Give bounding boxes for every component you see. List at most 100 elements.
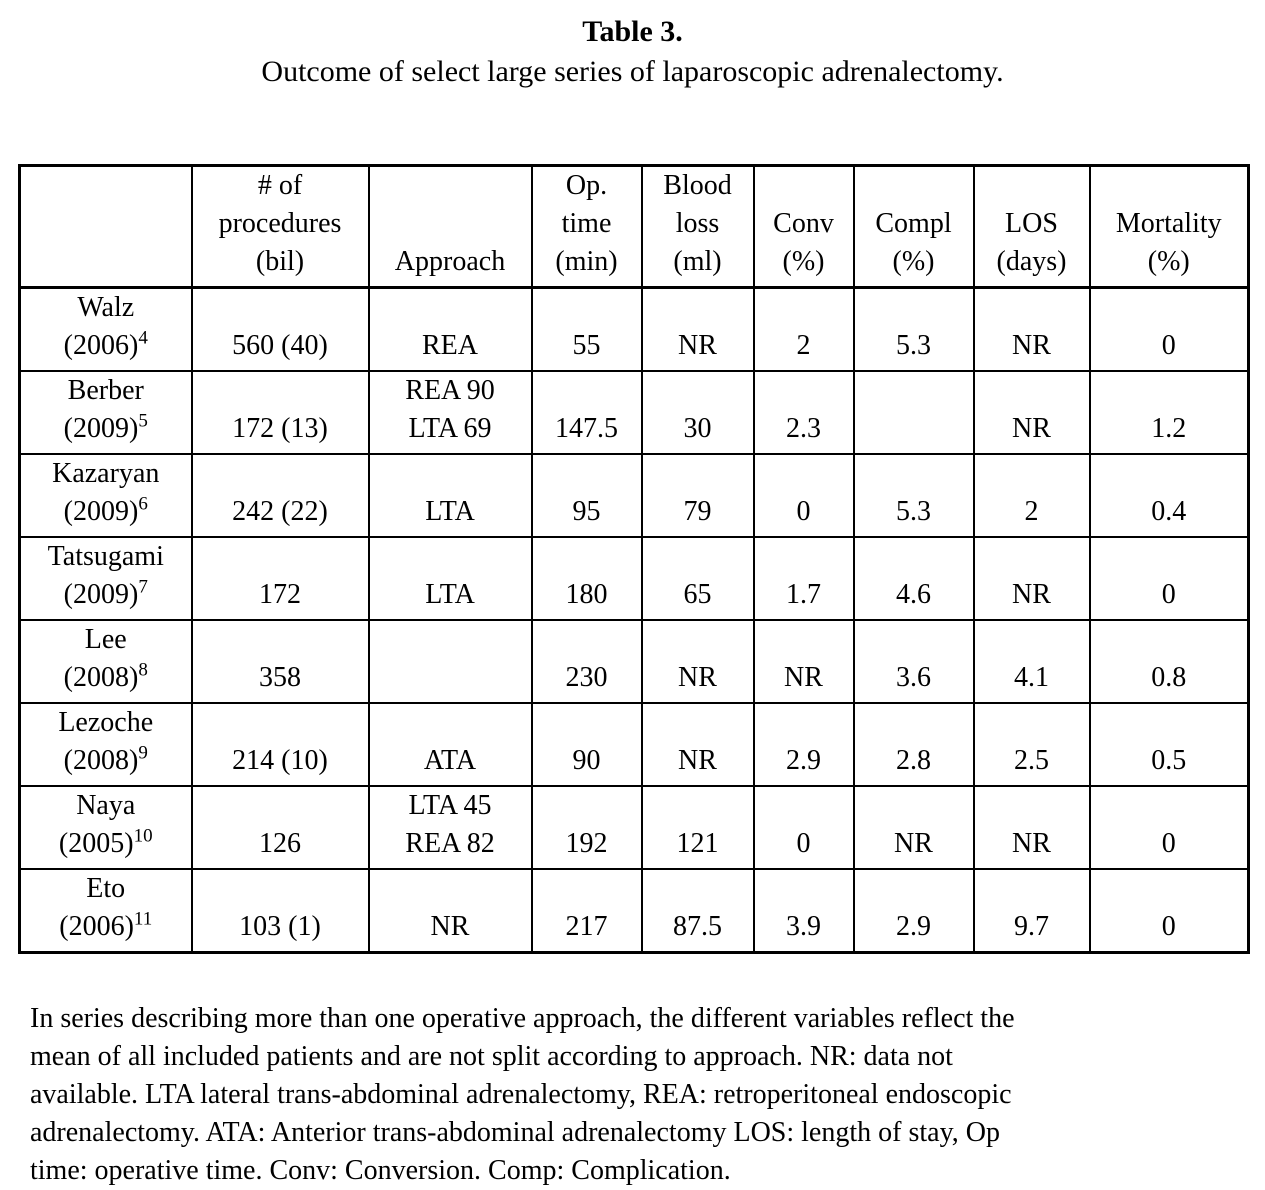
op-time-cell: 55	[530, 286, 643, 372]
compl-cell	[852, 370, 975, 455]
op-time-cell: 147.5	[530, 370, 643, 455]
study-name: Walz	[77, 292, 135, 323]
column-header-compl: Compl (%)	[852, 164, 975, 289]
blood-loss-cell: 121	[640, 785, 755, 870]
reference-superscript: 6	[138, 493, 148, 515]
mortality-cell: 0	[1088, 536, 1250, 621]
study-name: Eto	[86, 873, 126, 904]
los-cell: 2.5	[972, 702, 1091, 787]
study-cell: Berber (2009)5	[18, 370, 193, 455]
approach-line: ATA	[423, 745, 477, 776]
study-name: Tatsugami	[47, 541, 164, 572]
procedures-cell: 358	[190, 619, 370, 704]
conv-cell: 3.9	[752, 868, 855, 954]
table-row-lezoche: Lezoche (2008)9 214 (10) ATA 90 NR 2.9 2…	[18, 702, 1250, 787]
header-line: procedures	[218, 208, 342, 239]
conv-cell: 1.7	[752, 536, 855, 621]
table-row-naya: Naya (2005)10 126 LTA 45 REA 82 192 121 …	[18, 785, 1250, 870]
study-cell: Lee (2008)8	[18, 619, 193, 704]
reference-superscript: 11	[133, 908, 153, 930]
study-year: (2006)4	[23, 327, 189, 365]
approach-line: LTA 45	[408, 790, 492, 821]
column-header-procedures: # of procedures (bil)	[190, 164, 370, 289]
study-name: Berber	[67, 375, 144, 406]
mortality-cell: 0.4	[1088, 453, 1250, 538]
study-cell: Eto (2006)11	[18, 868, 193, 954]
blood-loss-cell: NR	[640, 619, 755, 704]
study-name: Lee	[84, 624, 127, 655]
approach-cell: LTA	[367, 453, 533, 538]
compl-cell: 3.6	[852, 619, 975, 704]
header-line: (bil)	[255, 246, 305, 277]
header-line: (min)	[555, 246, 618, 277]
study-cell: Lezoche (2008)9	[18, 702, 193, 787]
study-year: (2009)5	[23, 410, 189, 448]
study-name: Lezoche	[58, 707, 154, 738]
approach-cell	[367, 619, 533, 704]
blood-loss-cell: NR	[640, 286, 755, 372]
column-header-mortality: Mortality (%)	[1088, 164, 1250, 289]
los-cell: 4.1	[972, 619, 1091, 704]
mortality-cell: 0	[1088, 868, 1250, 954]
header-line: (days)	[996, 246, 1067, 277]
header-line: time	[561, 208, 612, 239]
study-year-text: (2006)	[59, 911, 134, 942]
procedures-cell: 103 (1)	[190, 868, 370, 954]
reference-superscript: 9	[138, 742, 148, 764]
mortality-cell: 0	[1088, 286, 1250, 372]
table-row-berber: Berber (2009)5 172 (13) REA 90 LTA 69 14…	[18, 370, 1250, 455]
approach-cell: NR	[367, 868, 533, 954]
reference-superscript: 5	[138, 410, 148, 432]
study-year: (2005)10	[23, 825, 189, 863]
study-year-text: (2008)	[63, 662, 139, 693]
footnote-line: available. LTA lateral trans-abdominal a…	[30, 1079, 1012, 1110]
header-line: Compl	[875, 208, 952, 239]
procedures-cell: 560 (40)	[190, 286, 370, 372]
footnote-line: In series describing more than one opera…	[30, 1003, 1015, 1034]
study-year-text: (2005)	[58, 828, 134, 859]
op-time-cell: 217	[530, 868, 643, 954]
header-line: Conv	[773, 208, 834, 239]
approach-line: REA	[422, 330, 478, 361]
mortality-cell: 0.5	[1088, 702, 1250, 787]
table-row-lee: Lee (2008)8 358 230 NR NR 3.6 4.1 0.8	[18, 619, 1250, 704]
compl-cell: 5.3	[852, 286, 975, 372]
op-time-cell: 230	[530, 619, 643, 704]
page-title: Table 3.	[582, 15, 683, 48]
header-line: Mortality	[1115, 208, 1222, 239]
table-row-walz: Walz (2006)4 560 (40) REA 55 NR 2 5.3 NR…	[18, 286, 1250, 372]
study-year-text: (2009)	[63, 413, 139, 444]
page-subtitle: Outcome of select large series of laparo…	[261, 55, 1004, 88]
study-cell: Naya (2005)10	[18, 785, 193, 870]
study-name: Naya	[76, 790, 136, 821]
study-year: (2006)11	[23, 908, 189, 946]
procedures-cell: 172 (13)	[190, 370, 370, 455]
reference-superscript: 10	[133, 825, 153, 847]
column-header-blood-loss: Blood loss (ml)	[640, 164, 755, 289]
column-header-approach: Approach	[367, 164, 533, 289]
table-row-eto: Eto (2006)11 103 (1) NR 217 87.5 3.9 2.9…	[18, 868, 1250, 954]
column-header-conv: Conv (%)	[752, 164, 855, 289]
procedures-cell: 126	[190, 785, 370, 870]
study-year: (2009)7	[23, 576, 189, 614]
table-caption: Table 3. Outcome of select large series …	[0, 0, 1265, 92]
approach-line: REA 82	[405, 828, 495, 859]
study-cell: Kazaryan (2009)6	[18, 453, 193, 538]
blood-loss-cell: 65	[640, 536, 755, 621]
footnote-line: time: operative time. Conv: Conversion. …	[30, 1155, 731, 1186]
header-line: Approach	[394, 246, 506, 277]
study-year: (2009)6	[23, 493, 189, 531]
reference-superscript: 7	[138, 576, 148, 598]
outcomes-table: # of procedures (bil) Approach Op. time …	[18, 164, 1250, 954]
mortality-cell: 0.8	[1088, 619, 1250, 704]
conv-cell: 0	[752, 453, 855, 538]
op-time-cell: 90	[530, 702, 643, 787]
mortality-cell: 1.2	[1088, 370, 1250, 455]
footnote-line: adrenalectomy. ATA: Anterior trans-abdom…	[30, 1117, 1000, 1148]
header-row: # of procedures (bil) Approach Op. time …	[18, 164, 1250, 289]
los-cell: NR	[972, 286, 1091, 372]
table-footnote: In series describing more than one opera…	[30, 1000, 1245, 1190]
study-year: (2008)8	[23, 659, 189, 697]
study-year-text: (2008)	[63, 745, 139, 776]
approach-cell: REA	[367, 286, 533, 372]
